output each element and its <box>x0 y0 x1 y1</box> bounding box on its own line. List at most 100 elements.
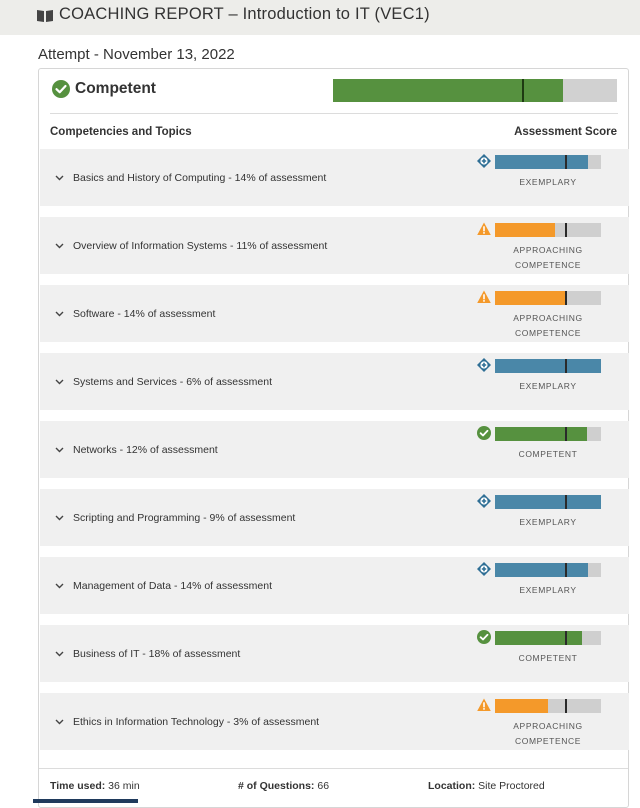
competency-status: APPROACHING COMPETENCE <box>495 243 601 273</box>
competency-row[interactable]: Overview of Information Systems - 11% of… <box>40 217 629 274</box>
competency-status: EXEMPLARY <box>495 583 601 598</box>
exam-location: Location: Site Proctored <box>428 780 545 792</box>
chevron-down-icon[interactable] <box>55 583 64 589</box>
competency-score-fill <box>495 291 565 305</box>
competency-status-line: APPROACHING <box>513 313 583 323</box>
check-circle-icon <box>477 630 491 644</box>
competency-label: Management of Data - 14% of assessment <box>73 580 273 592</box>
competency-status: EXEMPLARY <box>495 379 601 394</box>
exam-location-value: Site Proctored <box>478 780 545 792</box>
chevron-down-icon[interactable] <box>55 651 64 657</box>
report-title: COACHING REPORT – Introduction to IT (VE… <box>59 5 430 23</box>
competency-score-fill <box>495 563 588 577</box>
competency-threshold-marker <box>565 427 567 441</box>
question-count-label: # of Questions: <box>238 780 315 792</box>
plus-diamond-icon <box>477 358 491 372</box>
chevron-down-icon[interactable] <box>55 311 64 317</box>
chevron-down-icon[interactable] <box>55 515 64 521</box>
book-icon <box>37 10 53 22</box>
plus-diamond-icon <box>477 494 491 508</box>
overall-score-fill <box>333 79 563 102</box>
competency-score-fill <box>495 427 587 441</box>
competency-label: Overview of Information Systems - 11% of… <box>73 240 328 252</box>
divider <box>50 113 618 114</box>
competency-score-bar <box>495 631 601 645</box>
competency-status-line: COMPETENCE <box>515 260 581 270</box>
competency-score-bar <box>495 223 601 237</box>
competency-label: Basics and History of Computing - 14% of… <box>73 172 327 184</box>
overall-score-bar <box>333 79 617 102</box>
competency-row[interactable]: Networks - 12% of assessment COMPETENT <box>40 421 629 478</box>
competency-status: COMPETENT <box>495 447 601 462</box>
competency-score-fill <box>495 631 582 645</box>
competency-status-line: EXEMPLARY <box>519 517 577 527</box>
chevron-down-icon[interactable] <box>55 379 64 385</box>
competency-row[interactable]: Basics and History of Computing - 14% of… <box>40 149 629 206</box>
competency-score-fill <box>495 699 548 713</box>
competency-label: Systems and Services - 6% of assessment <box>73 376 272 388</box>
competency-threshold-marker <box>565 495 567 509</box>
competency-score-bar <box>495 359 601 373</box>
overall-result-label: Competent <box>75 80 156 97</box>
competency-score-bar <box>495 563 601 577</box>
competency-score-fill <box>495 223 555 237</box>
check-circle-icon <box>477 426 491 440</box>
competency-score-bar <box>495 155 601 169</box>
report-header: COACHING REPORT – Introduction to IT (VE… <box>0 0 640 35</box>
competency-status: APPROACHING COMPETENCE <box>495 719 601 749</box>
overall-threshold-marker <box>522 79 524 102</box>
competency-status: COMPETENT <box>495 651 601 666</box>
competency-label: Business of IT - 18% of assessment <box>73 648 241 660</box>
competency-row[interactable]: Management of Data - 14% of assessment EX… <box>40 557 629 614</box>
competency-row[interactable]: Software - 14% of assessment APPROACHING C… <box>40 285 629 342</box>
competency-status-line: EXEMPLARY <box>519 177 577 187</box>
competency-status: EXEMPLARY <box>495 515 601 530</box>
exam-location-label: Location: <box>428 780 476 792</box>
competency-status-line: APPROACHING <box>513 721 583 731</box>
competency-score-fill <box>495 155 588 169</box>
competency-score-bar <box>495 427 601 441</box>
competency-threshold-marker <box>565 699 567 713</box>
warning-icon <box>477 222 491 235</box>
assessment-score-column-header: Assessment Score <box>514 126 617 138</box>
competency-row[interactable]: Business of IT - 18% of assessment COMPET… <box>40 625 629 682</box>
competency-threshold-marker <box>565 359 567 373</box>
attempt-date: Attempt - November 13, 2022 <box>38 46 235 63</box>
plus-diamond-icon <box>477 154 491 168</box>
competency-threshold-marker <box>565 631 567 645</box>
competency-status-line: COMPETENT <box>518 449 578 459</box>
question-count-value: 66 <box>317 780 330 792</box>
competency-status-line: COMPETENT <box>518 653 578 663</box>
competency-row[interactable]: Scripting and Programming - 9% of assess… <box>40 489 629 546</box>
competency-row[interactable]: Systems and Services - 6% of assessment E… <box>40 353 629 410</box>
time-used: Time used: 36 min <box>50 780 140 792</box>
competency-status: EXEMPLARY <box>495 175 601 190</box>
competency-row[interactable]: Ethics in Information Technology - 3% of… <box>40 693 629 750</box>
competency-status-line: APPROACHING <box>513 245 583 255</box>
competency-status-line: COMPETENCE <box>515 328 581 338</box>
time-used-label: Time used: <box>50 780 106 792</box>
competency-threshold-marker <box>565 223 567 237</box>
chevron-down-icon[interactable] <box>55 719 64 725</box>
time-used-value: 36 min <box>108 780 140 792</box>
chevron-down-icon[interactable] <box>55 447 64 453</box>
competencies-column-header: Competencies and Topics <box>50 126 192 138</box>
warning-icon <box>477 290 491 303</box>
question-count: # of Questions: 66 <box>238 780 329 792</box>
plus-diamond-icon <box>477 562 491 576</box>
competency-label: Scripting and Programming - 9% of assess… <box>73 512 296 524</box>
chevron-down-icon[interactable] <box>55 243 64 249</box>
competency-threshold-marker <box>565 291 567 305</box>
competency-score-bar <box>495 699 601 713</box>
check-circle-icon <box>52 80 70 98</box>
bottom-tab[interactable] <box>33 799 138 803</box>
chevron-down-icon[interactable] <box>55 175 64 181</box>
competency-label: Ethics in Information Technology - 3% of… <box>73 716 320 728</box>
warning-icon <box>477 698 491 711</box>
competency-threshold-marker <box>565 563 567 577</box>
competency-score-fill <box>495 495 601 509</box>
competency-threshold-marker <box>565 155 567 169</box>
competency-score-bar <box>495 291 601 305</box>
competency-score-fill <box>495 359 601 373</box>
competency-label: Networks - 12% of assessment <box>73 444 218 456</box>
